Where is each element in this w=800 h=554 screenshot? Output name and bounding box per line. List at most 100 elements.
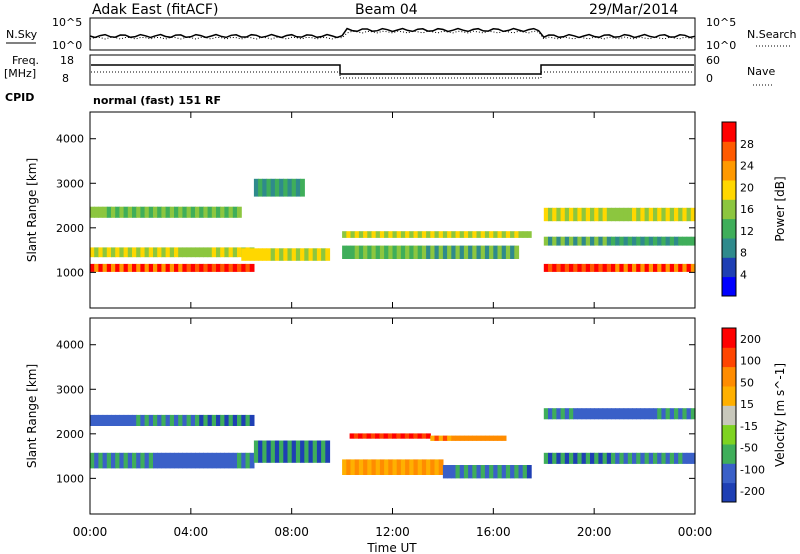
heatmap-cell [232, 247, 238, 258]
heatmap-cell [434, 435, 440, 441]
heatmap-cell [308, 248, 314, 261]
heatmap-cell [426, 433, 431, 439]
heatmap-cell [417, 459, 423, 475]
heatmap-cell [606, 263, 612, 272]
colorbar-frame [721, 327, 737, 503]
heatmap-cell [606, 408, 612, 420]
time-x-ticks: 00:00 04:00 08:00 12:00 16:00 20:00 00:00 [73, 112, 712, 539]
velocity-panel: 1000 2000 3000 4000 Slant Range [km] 200 100… [25, 112, 787, 554]
heatmap-cell [216, 414, 221, 426]
heatmap-cell [228, 263, 234, 272]
nave-tick-hi: 60 [706, 54, 720, 67]
heatmap-cell [564, 408, 570, 420]
heatmap-cell [442, 465, 448, 479]
date-title: 29/Mar/2014 [589, 2, 678, 18]
heatmap-cell [690, 452, 696, 464]
heatmap-cell [581, 236, 587, 246]
heatmap-cell [438, 231, 444, 238]
heatmap-cell [392, 245, 398, 259]
heatmap-cell [388, 245, 394, 259]
heatmap-cell [484, 465, 490, 479]
heatmap-cell [132, 452, 137, 469]
heatmap-cell [140, 206, 146, 218]
heatmap-cell [291, 440, 297, 463]
freq-tick-lo: 8 [62, 72, 69, 85]
heatmap-cell [434, 231, 440, 238]
colorbar-swatch [722, 405, 736, 426]
heatmap-cell [573, 263, 578, 272]
heatmap-cell [648, 207, 654, 222]
colorbar-tick-label: -15 [740, 420, 758, 433]
heatmap-cell [211, 206, 217, 218]
heatmap-cell [556, 263, 562, 272]
station-title: Adak East (fitACF) [92, 2, 218, 18]
heatmap-cell [165, 414, 171, 426]
heatmap-cell [140, 247, 146, 258]
heatmap-cell [501, 465, 507, 479]
heatmap-cell [627, 452, 633, 464]
heatmap-cell [493, 435, 499, 441]
heatmap-cell [144, 452, 150, 469]
heatmap-cell [157, 263, 162, 272]
heatmap-cell [304, 440, 310, 463]
heatmap-cell [493, 231, 499, 238]
heatmap-cell [632, 452, 637, 464]
heatmap-cell [253, 178, 259, 197]
heatmap-cell [552, 452, 557, 464]
heatmap-cell [379, 459, 385, 475]
heatmap-cell [518, 231, 524, 238]
heatmap-cell [413, 245, 419, 259]
heatmap-cell [207, 247, 213, 258]
heatmap-cell [354, 459, 360, 475]
heatmap-cell [690, 236, 696, 246]
heatmap-cell [426, 231, 431, 238]
heatmap-cell [199, 263, 204, 272]
heatmap-cell [312, 440, 318, 463]
heatmap-cell [153, 452, 158, 469]
heatmap-cell [153, 206, 158, 218]
heatmap-cell [489, 245, 494, 259]
heatmap-cell [514, 245, 520, 259]
heatmap-cell [682, 207, 688, 222]
heatmap-cell [111, 263, 116, 272]
heatmap-cell [232, 414, 238, 426]
heatmap-cell [426, 245, 431, 259]
heatmap-cell [636, 263, 641, 272]
velocity-y-label: Slant Range [km] [25, 364, 39, 468]
heatmap-cell [636, 207, 641, 222]
heatmap-cell [350, 245, 356, 259]
freq-unit-label: [MHz] [4, 67, 36, 80]
heatmap-cell [199, 452, 204, 469]
noise-strip: N.Sky 10^5 10^0 10^5 10^0 N.Search [6, 16, 797, 52]
y-tick-label: 1000 [56, 266, 84, 279]
colorbar-swatch [722, 482, 736, 503]
heatmap-cell [195, 452, 200, 469]
heatmap-cell [518, 465, 524, 479]
heatmap-cell [253, 248, 259, 261]
heatmap-cell [632, 263, 637, 272]
nsky-label: N.Sky [6, 28, 38, 41]
heatmap-cell [627, 408, 633, 420]
heatmap-cell [653, 263, 658, 272]
noise-tick-lo-right: 10^0 [706, 39, 736, 52]
heatmap-cell [690, 408, 696, 420]
heatmap-cell [678, 452, 683, 464]
heatmap-cell [459, 231, 465, 238]
heatmap-cell [569, 236, 574, 246]
heatmap-cell [611, 408, 616, 420]
heatmap-cell [207, 452, 213, 469]
heatmap-cell [115, 206, 120, 218]
heatmap-cell [148, 414, 154, 426]
heatmap-cell [577, 236, 583, 246]
power-heatmap-cells [90, 178, 696, 272]
heatmap-cell [392, 231, 398, 238]
heatmap-cell [430, 245, 436, 259]
x-axis-label: Time UT [366, 541, 417, 554]
heatmap-cell [505, 231, 511, 238]
heatmap-cell [426, 459, 431, 475]
velocity-heatmap-cells [90, 408, 696, 479]
heatmap-cell [581, 408, 587, 420]
heatmap-cell [266, 178, 272, 197]
heatmap-cell [220, 263, 225, 272]
heatmap-cell [241, 263, 247, 272]
